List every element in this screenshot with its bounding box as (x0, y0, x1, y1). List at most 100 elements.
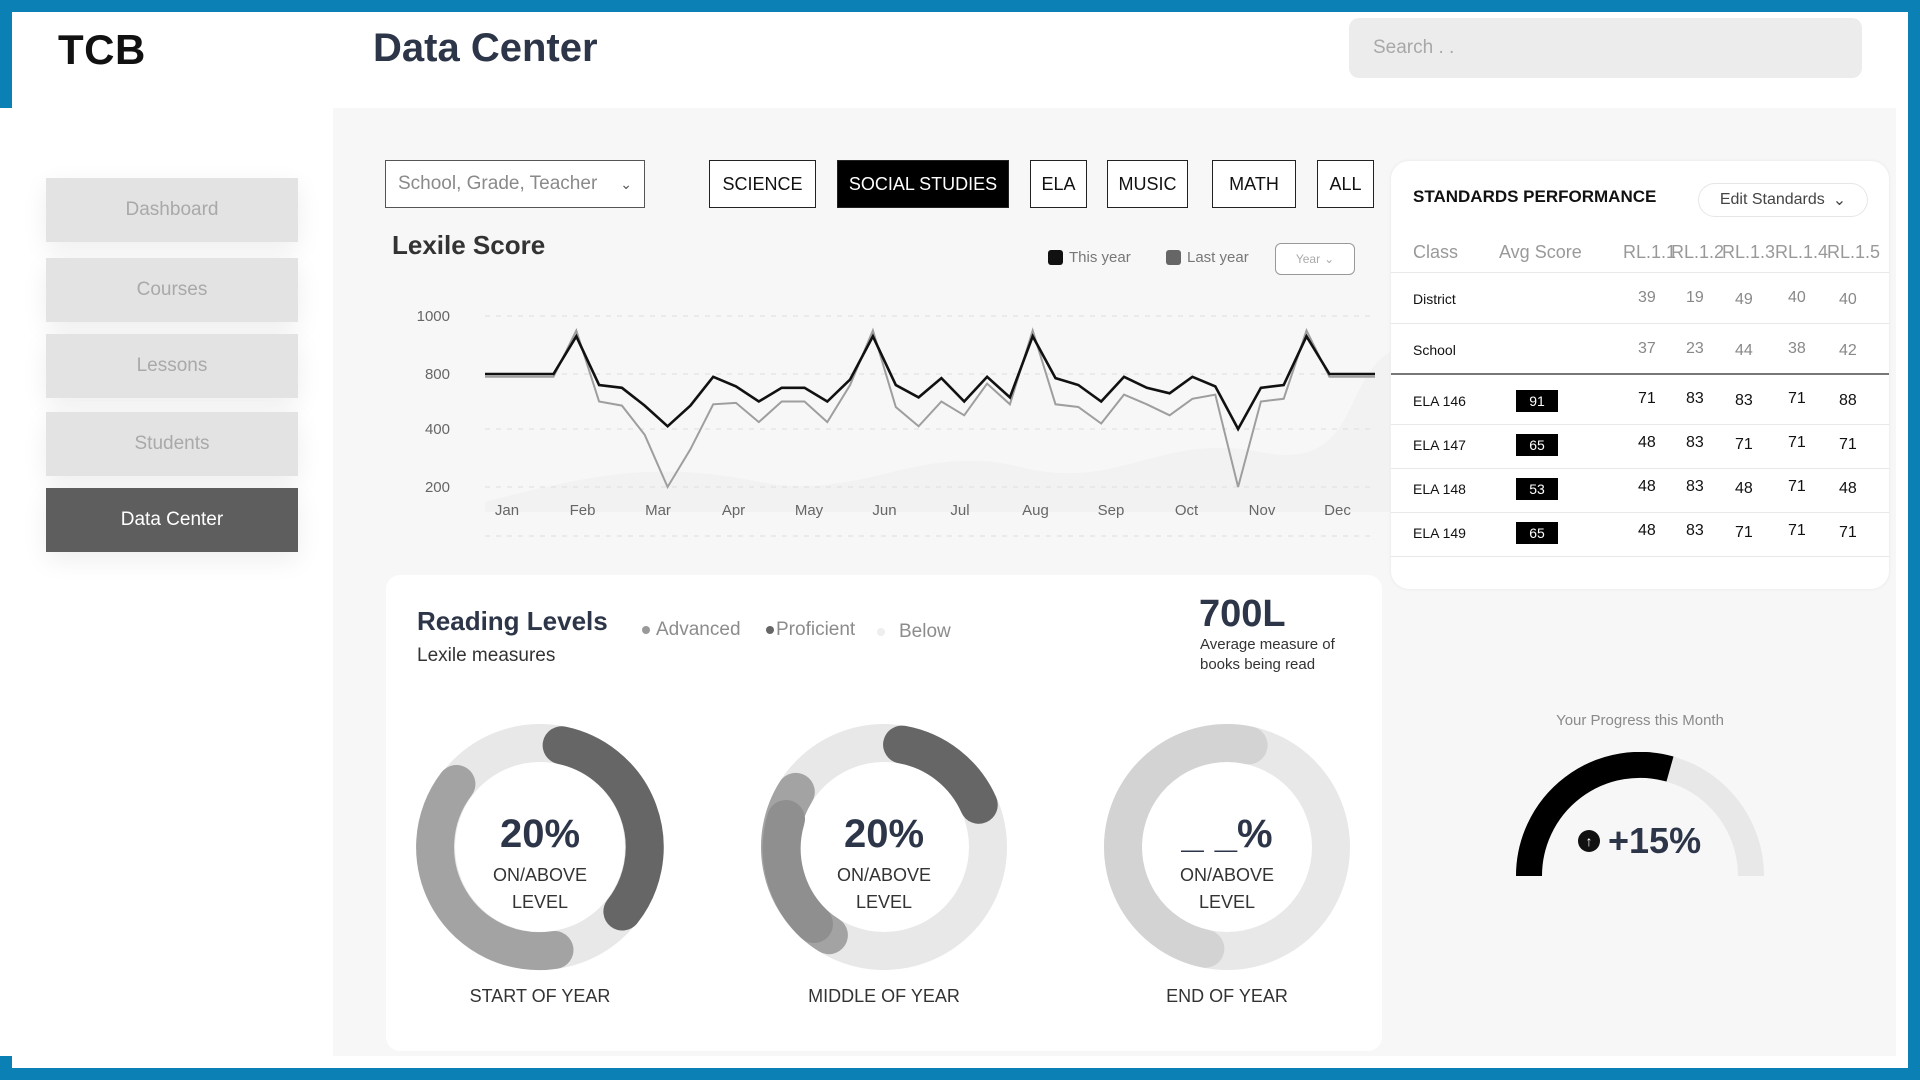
arrow-up-icon: ↑ (1578, 830, 1600, 852)
progress-value: +15% (1608, 820, 1702, 861)
sidebar-item-courses[interactable]: Courses (46, 258, 298, 322)
reading-levels-card (386, 575, 1382, 1051)
table-cell: 71 (1788, 522, 1806, 539)
table-cell: 71 (1788, 390, 1806, 407)
legend-this-year-label: This year (1069, 249, 1131, 266)
tab-ela[interactable]: ELA (1030, 160, 1087, 208)
col-header-rl-1-1: RL.1.1 (1623, 242, 1677, 262)
table-cell: 83 (1735, 392, 1753, 409)
middle-of-year-percent: 20% (843, 812, 925, 856)
app-logo: TCB (58, 26, 146, 73)
sidebar-item-dashboard[interactable]: Dashboard (46, 178, 298, 242)
legend-below-label: Below (899, 621, 951, 642)
scope-select-value: School, Grade, Teacher (398, 173, 598, 194)
legend-last-year-label: Last year (1187, 249, 1249, 266)
table-cell: 38 (1788, 340, 1806, 357)
sidebar-item-data-center[interactable]: Data Center (46, 488, 298, 552)
row-divider (1391, 556, 1889, 557)
end-of-year-percent: _ _% (1181, 812, 1273, 856)
table-cell: 71 (1638, 390, 1656, 407)
table-cell: 83 (1686, 478, 1704, 495)
table-cell: 88 (1839, 392, 1857, 409)
table-cell: 44 (1735, 342, 1753, 359)
table-cell: 71 (1788, 478, 1806, 495)
search-input[interactable] (1373, 37, 1838, 59)
end-on-above-text: ON/ABOVE (1179, 865, 1275, 885)
middle-on-above-text: ON/ABOVE (836, 865, 932, 885)
x-tick-label: Apr (722, 502, 745, 519)
scope-select[interactable]: School, Grade, Teacher ⌄ (385, 160, 645, 208)
donut-start-of-year (416, 724, 664, 971)
table-cell: 71 (1735, 436, 1753, 453)
standards-performance-title: STANDARDS PERFORMANCE (1413, 187, 1657, 206)
row-divider (1391, 512, 1889, 513)
chevron-down-icon: ⌄ (620, 175, 632, 192)
y-tick-label: 400 (425, 421, 450, 438)
start-of-year-caption: START OF YEAR (469, 986, 611, 1006)
average-lexile-description: Average measure of books being read (1200, 636, 1335, 673)
x-tick-label: Nov (1249, 502, 1276, 519)
table-cell: 48 (1839, 480, 1857, 497)
table-cell: 71 (1839, 436, 1857, 453)
start-of-year-percent: 20% (499, 812, 581, 856)
table-cell: 83 (1686, 434, 1704, 451)
table-cell: 49 (1735, 291, 1753, 308)
lexile-line-chart: 1000 800 400 200 Jan Feb Mar Apr May Jun Jul Aug Sep… (417, 308, 1390, 537)
tab-math[interactable]: MATH (1212, 160, 1296, 208)
table-cell: 71 (1788, 434, 1806, 451)
x-tick-label: Oct (1175, 502, 1199, 519)
table-row-class: ELA 146 (1413, 393, 1466, 409)
table-cell: 40 (1839, 291, 1857, 308)
table-cell: 83 (1686, 522, 1704, 539)
edit-standards-button[interactable]: Edit Standards ⌄ (1698, 183, 1868, 217)
table-cell: 39 (1638, 289, 1656, 306)
progress-gauge (1515, 752, 1764, 877)
tab-science[interactable]: SCIENCE (709, 160, 816, 208)
sidebar-item-lessons[interactable]: Lessons (46, 334, 298, 398)
this-year-swatch (1048, 250, 1063, 265)
below-dot (877, 628, 885, 636)
year-select[interactable]: Year ⌄ (1275, 243, 1355, 275)
table-cell: 48 (1638, 522, 1656, 539)
legend-proficient-label: Proficient (776, 619, 856, 640)
tab-all[interactable]: ALL (1317, 160, 1374, 208)
standards-performance-card (1391, 161, 1889, 589)
search-bar[interactable] (1349, 18, 1862, 78)
chevron-down-icon: ⌄ (1832, 192, 1847, 209)
end-level-text: LEVEL (1198, 892, 1256, 912)
row-divider (1391, 272, 1889, 273)
chevron-down-icon: ⌄ (1324, 252, 1335, 266)
donut-end-of-year (1104, 724, 1350, 970)
legend-last-year: Last year (1166, 249, 1249, 266)
legend-below: Below (877, 621, 951, 643)
sidebar-item-students[interactable]: Students (46, 412, 298, 476)
legend-proficient: Proficient (766, 619, 855, 641)
tab-music[interactable]: MUSIC (1107, 160, 1188, 208)
legend-advanced-label: Advanced (656, 619, 741, 640)
avg-score-badge: 65 (1516, 522, 1558, 544)
col-header-avg-score: Avg Score (1499, 242, 1582, 262)
col-header-rl-1-5: RL.1.5 (1827, 242, 1881, 262)
table-cell: 23 (1686, 340, 1704, 357)
table-row-class: ELA 148 (1413, 481, 1466, 497)
middle-of-year-caption: MIDDLE OF YEAR (808, 986, 960, 1006)
series-line-last-year (485, 327, 1375, 490)
page-title: Data Center (373, 26, 598, 70)
x-tick-label: Feb (570, 502, 596, 519)
x-tick-label: Mar (645, 502, 671, 519)
x-tick-label: Jan (495, 502, 519, 519)
table-cell: 37 (1638, 340, 1656, 357)
table-cell: 71 (1735, 524, 1753, 541)
y-tick-label: 1000 (417, 308, 450, 325)
lexile-score-title: Lexile Score (392, 230, 546, 260)
row-divider-strong (1391, 373, 1889, 375)
table-row-class: ELA 149 (1413, 525, 1466, 541)
tab-social-studies[interactable]: SOCIAL STUDIES (837, 160, 1009, 208)
proficient-dot (766, 626, 774, 634)
col-header-rl-1-4: RL.1.4 (1775, 242, 1829, 262)
legend-advanced: Advanced (642, 619, 741, 641)
year-select-value: Year (1295, 252, 1321, 266)
reading-levels-subtitle: Lexile measures (417, 645, 556, 666)
table-cell: 48 (1638, 478, 1656, 495)
x-tick-label: Jun (872, 502, 896, 519)
